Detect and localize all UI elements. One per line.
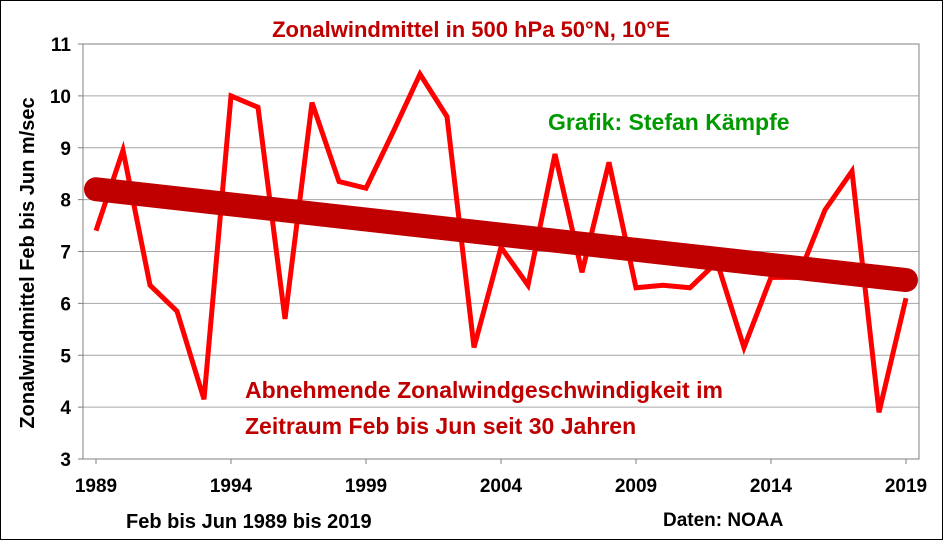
x-axis-label: Feb bis Jun 1989 bis 2019 — [126, 511, 372, 533]
x-tick-label: 1999 — [345, 476, 387, 497]
x-tick-label: 1989 — [75, 476, 117, 497]
annotation-line-1: Abnehmende Zonalwindgeschwindigkeit im — [245, 377, 723, 403]
y-tick-labels: 3 4 5 6 7 8 9 10 11 — [50, 35, 72, 471]
trend-line — [84, 177, 918, 293]
x-tick-label: 2014 — [750, 476, 793, 497]
y-tick-label: 5 — [60, 346, 71, 367]
y-tick-label: 4 — [60, 398, 71, 419]
data-source: Daten: NOAA — [663, 510, 784, 531]
y-tick-label: 8 — [60, 191, 71, 212]
x-tick-label: 2004 — [480, 476, 523, 497]
y-axis-label: Zonalwindmittel Feb bis Jun m/sec — [17, 97, 39, 428]
annotation-line-2: Zeitraum Feb bis Jun seit 30 Jahren — [245, 413, 636, 439]
x-tick-label: 2019 — [885, 476, 927, 497]
x-tick-label: 1994 — [210, 476, 253, 497]
y-tick-label: 7 — [60, 243, 71, 264]
y-tick-label: 3 — [60, 450, 71, 471]
y-tick-label: 10 — [50, 87, 71, 108]
y-tick-label: 6 — [60, 294, 71, 315]
x-tick-label: 2009 — [615, 476, 657, 497]
chart-credit: Grafik: Stefan Kämpfe — [548, 109, 790, 135]
series-line — [93, 68, 909, 413]
x-tick-labels: 1989 1994 1999 2004 2009 2014 2019 — [75, 459, 927, 497]
y-tick-label: 9 — [60, 139, 71, 160]
chart-title: Zonalwindmittel in 500 hPa 50°N, 10°E — [272, 17, 670, 42]
y-tick-label: 11 — [51, 35, 72, 56]
